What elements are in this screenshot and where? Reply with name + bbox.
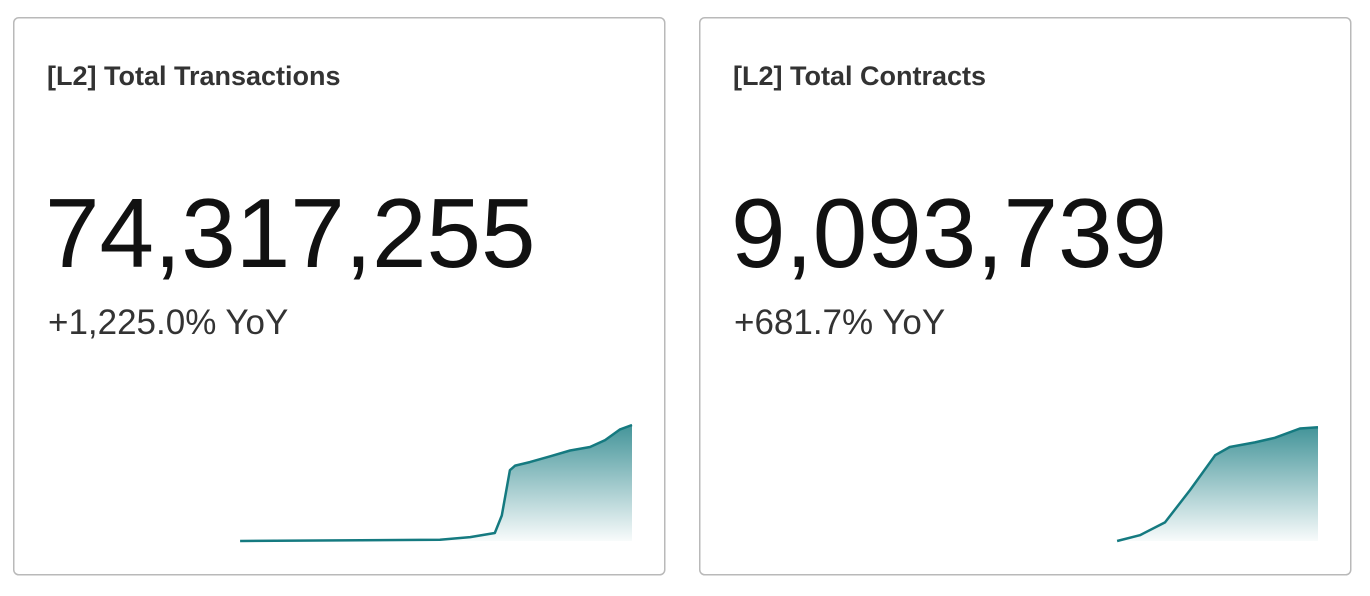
- card-title: [L2] Total Contracts: [733, 61, 986, 91]
- kpi-change: +681.7% YoY: [734, 303, 945, 342]
- kpi-value: 74,317,255: [45, 178, 535, 288]
- card: [13, 17, 666, 576]
- card-title: [L2] Total Transactions: [47, 61, 341, 91]
- sparkline-area: [1117, 427, 1318, 541]
- card: [699, 17, 1352, 576]
- sparkline: [240, 423, 633, 543]
- kpi-value: 9,093,739: [731, 178, 1167, 288]
- sparkline-area: [240, 425, 632, 541]
- kpi-change: +1,225.0% YoY: [48, 303, 288, 342]
- sparkline: [1116, 426, 1319, 543]
